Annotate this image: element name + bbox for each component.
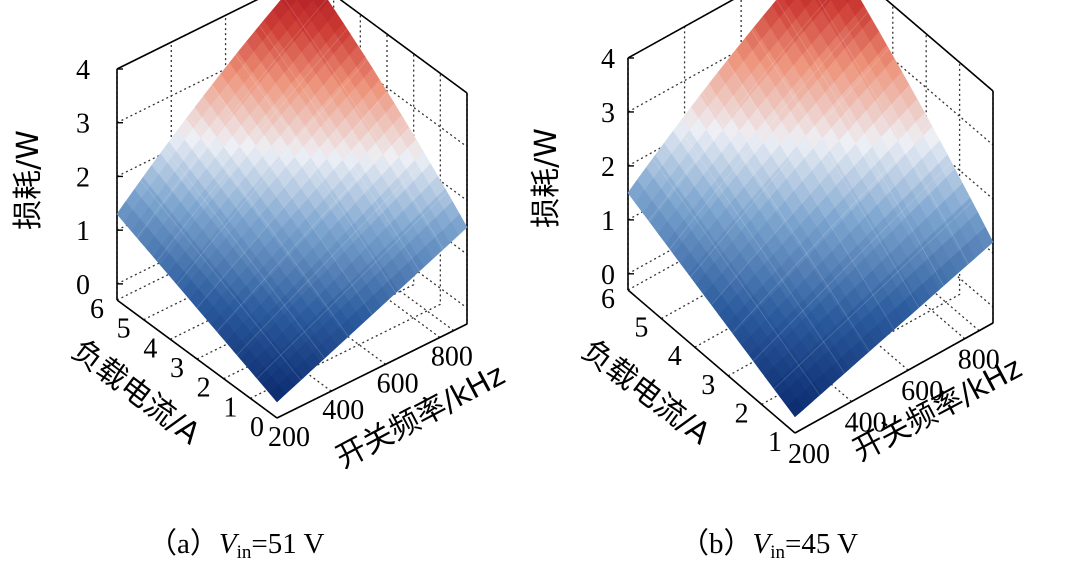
surface-mesh-line: [726, 60, 895, 330]
surface-mesh-line: [752, 161, 952, 362]
z-axis-title: 损耗/W: [11, 130, 46, 230]
axis-edge: [627, 0, 735, 59]
z-tick-label: 0: [76, 270, 90, 301]
axis-edge: [339, 0, 468, 94]
x-tick-label: 600: [901, 376, 943, 407]
x-tick-label: 200: [788, 439, 830, 470]
caption-a-vin-subscript: in: [236, 542, 252, 563]
surface-mesh-line: [669, 12, 869, 250]
y-tick-label: 1: [768, 427, 782, 458]
surface-patch: [786, 398, 805, 418]
z-tick-label: 2: [601, 152, 615, 183]
z-tick-label: 1: [76, 216, 90, 247]
x-tick-label: 600: [377, 368, 419, 399]
x-grid-line: [293, 0, 455, 332]
surface-mesh-line: [235, 54, 397, 293]
surface-mesh-line: [164, 147, 325, 359]
y-tick-label: 1: [223, 392, 237, 423]
y-tick-label: 2: [735, 398, 749, 429]
surface-mesh-line: [156, 28, 348, 262]
axis-edge: [794, 322, 994, 434]
surface-mesh-line: [711, 85, 910, 306]
surface-mesh-line: [187, 115, 349, 337]
caption-b-vin-value: =45 V: [785, 528, 859, 560]
surface-mesh-line: [259, 25, 420, 272]
surface-mesh-line: [136, 0, 327, 238]
caption-a-vin-value: =51 V: [251, 528, 325, 560]
surface-mesh-line: [701, 92, 870, 352]
axis-edge: [116, 299, 278, 419]
z-tick-label: 1: [601, 206, 615, 237]
y-tick-label: 5: [634, 313, 648, 344]
y-tick-label: 6: [90, 294, 104, 325]
x-tick-label: 800: [431, 341, 473, 372]
surface-mesh-line: [776, 0, 944, 286]
z-axis-title: 损耗/W: [529, 128, 564, 228]
caption-b-vin-subscript: in: [770, 542, 786, 563]
y-tick-label: 3: [701, 370, 715, 401]
surface-mesh-line: [211, 84, 373, 315]
caption-a: （a）Vin=51 V: [148, 520, 324, 564]
axis-edge: [627, 289, 796, 434]
z-tick-label: 2: [76, 162, 90, 193]
y-tick-label: 3: [170, 353, 184, 384]
y-tick-label: 2: [197, 373, 211, 404]
z-tick-label: 3: [76, 109, 90, 140]
surface-mesh-line: [773, 201, 973, 390]
surface-mesh-line: [677, 125, 845, 374]
surface-patch: [269, 384, 287, 403]
y-tick-label: 5: [117, 314, 131, 345]
surface-mesh-line: [196, 91, 388, 309]
y-tick-label: 4: [143, 333, 157, 364]
surface-mesh-line: [140, 180, 302, 381]
surface-patch: [845, 0, 851, 4]
y-tick-label: 0: [250, 412, 264, 443]
y-axis-title: 负载电流/A: [575, 333, 717, 452]
z-tick-label: 0: [601, 260, 615, 291]
x-tick-label: 400: [845, 408, 887, 439]
surface-mesh-line: [818, 0, 969, 265]
caption-b-vin-symbol: V: [752, 528, 771, 560]
z-tick-label: 3: [601, 98, 615, 129]
surface-mesh-line: [652, 158, 821, 396]
x-tick-label: 400: [322, 395, 364, 426]
axis-box: [627, 0, 994, 434]
y-tick-label: 4: [668, 341, 682, 372]
axis-edge: [276, 323, 468, 419]
axis-edge: [885, 0, 994, 92]
z-tick-label: 4: [76, 55, 90, 86]
surface: [116, 0, 468, 403]
z-tick-label: 4: [601, 44, 615, 75]
x-tick-label: 200: [268, 422, 310, 453]
x-tick-label: 800: [958, 345, 1000, 376]
surface-mesh-line: [690, 48, 889, 278]
caption-b: （b）Vin=45 V: [680, 520, 858, 564]
surface-mesh-line: [176, 59, 368, 285]
caption-a-vin-symbol: V: [218, 528, 237, 560]
caption-a-label: （a）: [148, 528, 219, 560]
caption-b-label: （b）: [680, 528, 753, 560]
surface-mesh-line: [751, 29, 920, 308]
axis-edge: [116, 0, 259, 70]
surface-mesh-line: [648, 0, 828, 222]
surface-mesh-line: [236, 157, 428, 356]
surface-mesh-line: [216, 124, 408, 332]
surface-mesh-line: [256, 191, 448, 379]
surface: [627, 0, 994, 418]
y-tick-label: 6: [601, 284, 615, 315]
surface-mesh-line: [284, 0, 444, 250]
surface-mesh-line: [732, 123, 931, 334]
